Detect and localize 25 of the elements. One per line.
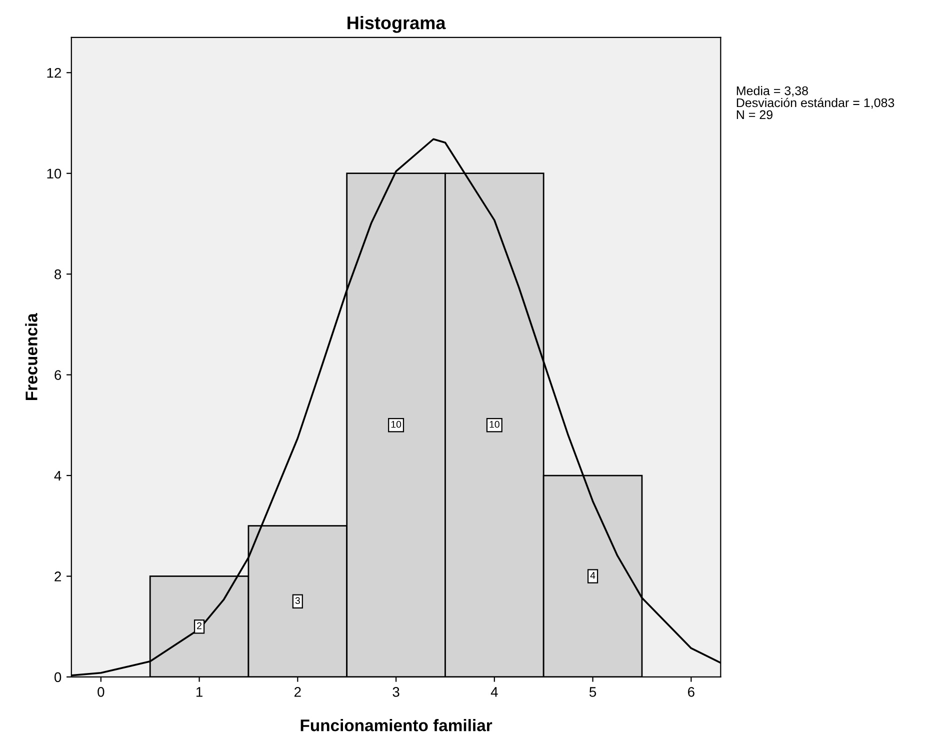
x-tick-label: 1 bbox=[196, 687, 202, 697]
data-label: 3 bbox=[295, 597, 300, 604]
text: N = 29 bbox=[736, 110, 772, 120]
y-tick-label: 12 bbox=[47, 68, 61, 78]
x-tick-label: 6 bbox=[688, 687, 694, 697]
data-label: 2 bbox=[197, 622, 202, 630]
y-tick-label: 2 bbox=[54, 572, 61, 582]
x-tick-label: 0 bbox=[98, 687, 104, 697]
y-tick-label: 0 bbox=[54, 672, 62, 682]
chart-title: Histograma bbox=[348, 16, 446, 33]
text: Media = 3,38 bbox=[736, 86, 808, 97]
x-tick-label: 4 bbox=[490, 687, 498, 697]
x-axis-title: Funcionamiento familiar bbox=[300, 719, 492, 732]
y-tick-label: 6 bbox=[54, 370, 62, 380]
x-tick-label: 5 bbox=[589, 687, 596, 697]
data-label: 10 bbox=[391, 420, 402, 428]
y-tick-label: 10 bbox=[47, 168, 62, 179]
y-tick-label: 4 bbox=[54, 470, 62, 481]
data-label: 4 bbox=[590, 572, 596, 579]
x-tick-label: 2 bbox=[294, 687, 301, 697]
y-axis-title: Frecuencia bbox=[25, 313, 38, 400]
x-tick-label: 3 bbox=[392, 687, 400, 697]
y-tick-label: 8 bbox=[54, 269, 62, 280]
data-label: 10 bbox=[490, 420, 500, 428]
text: Desviación estándar = 1,083 bbox=[736, 98, 894, 109]
